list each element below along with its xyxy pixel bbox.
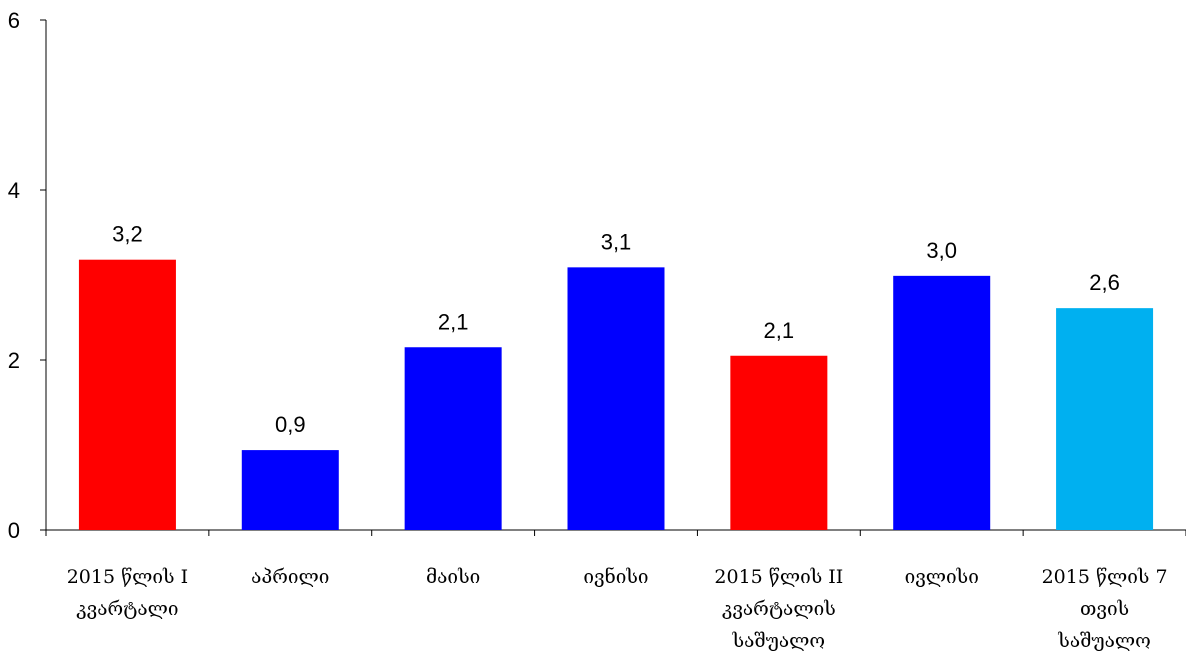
category-label: 2015 წლის I [67,566,188,588]
bar [893,275,991,530]
data-label: 3,1 [601,229,632,254]
data-label: 2,1 [764,318,795,343]
y-tick-label: 0 [8,518,20,543]
category-label: საშუალო [732,630,826,652]
bar [241,450,339,530]
data-label: 2,1 [438,309,469,334]
bars [78,259,1154,530]
category-label: 2015 წლის 7 [1042,566,1168,588]
category-label: თვის [1080,598,1129,620]
y-tick-label: 6 [8,8,20,33]
bar [567,267,665,530]
category-label: საშუალო [1057,630,1151,652]
data-label: 3,0 [926,238,957,263]
data-label: 0,9 [275,412,306,437]
category-label: კვარტალის [722,598,836,620]
category-label: 2015 წლის II [714,566,843,588]
bar [730,355,828,530]
category-label: კვარტალი [76,598,178,620]
y-tick-label: 2 [8,348,20,373]
y-tick-label: 4 [8,178,20,203]
bar [404,347,502,530]
category-label: მაისი [426,566,480,588]
category-labels: 2015 წლის I კვარტალი აპრილი მაისი ივნისი 2015… [67,566,1168,652]
bar [78,259,176,530]
category-label: აპრილი [251,566,329,588]
category-label: ივლისი [905,566,979,588]
axes: 0 2 4 6 [8,8,1186,543]
data-labels: 3,2 0,9 2,1 3,1 2,1 3,0 2,6 [112,222,1120,437]
data-label: 3,2 [112,222,143,247]
data-label: 2,6 [1089,270,1120,295]
category-label: ივნისი [583,566,648,588]
bar [1056,308,1154,530]
